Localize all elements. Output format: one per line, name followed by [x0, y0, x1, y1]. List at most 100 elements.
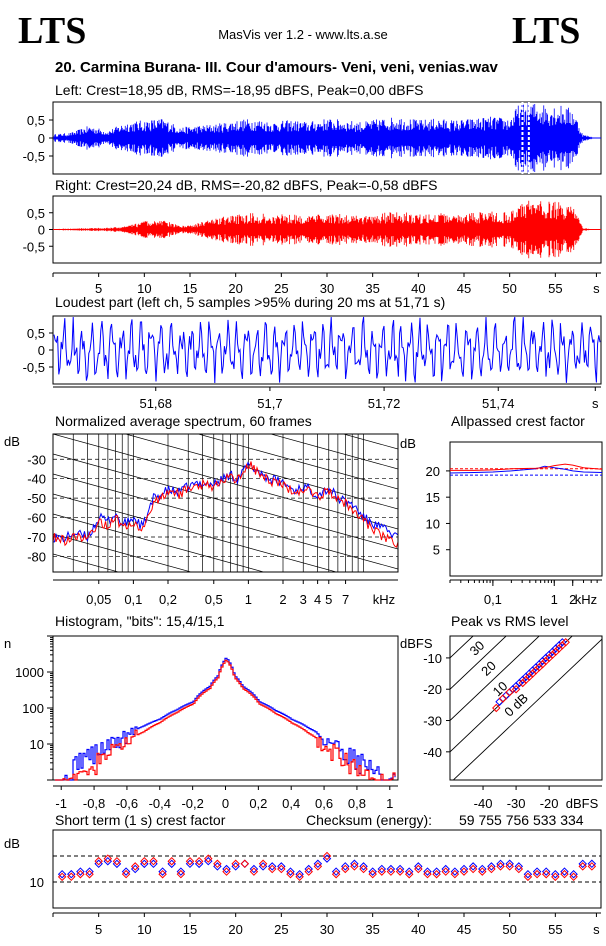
crest-point-right: [277, 864, 286, 874]
x-tick-label: 40: [411, 922, 425, 937]
crest-point-left: [322, 854, 332, 863]
y-axis-unit: dBFS: [400, 636, 433, 651]
x-tick-label: 1: [245, 592, 252, 607]
crest-point-right: [468, 864, 478, 874]
x-tick-label: 20: [228, 281, 242, 294]
crest-point-right: [222, 867, 231, 876]
y-tick-label: 0: [38, 223, 45, 238]
crest-point-right: [541, 869, 551, 879]
spectrum-title: Normalized average spectrum, 60 frames: [55, 413, 312, 429]
crest-point-left: [57, 869, 67, 879]
crest-point-left: [121, 867, 131, 876]
y-tick-label: 10: [30, 737, 44, 752]
y-tick-label: -40: [27, 472, 46, 487]
y-axis-unit: n: [4, 636, 11, 651]
right-waveform-chart: 0,5 0-0,5 5 10 15 20 25 30 35 40 45 50 55 s: [23, 195, 602, 294]
crest-point-right: [514, 864, 524, 874]
x-tick-label: 25: [274, 922, 288, 937]
logo-left: LTS: [18, 10, 87, 52]
crest-point-right: [194, 856, 204, 866]
crest-point-left: [258, 862, 268, 871]
crest-point-left: [523, 869, 533, 879]
crest-point-right: [204, 854, 213, 863]
slope-line: [53, 473, 398, 570]
crest-point-left: [450, 867, 460, 876]
crest-point-right: [341, 864, 350, 874]
x-tick-label: 20: [228, 922, 242, 937]
crest-point-left: [167, 859, 176, 869]
right-waveform-title: Right: Crest=20,24 dB, RMS=-20,82 dBFS, …: [55, 177, 438, 193]
x-axis-unit: kHz: [575, 592, 597, 607]
crest-point-left: [423, 867, 432, 876]
spectrum-plot: [53, 434, 398, 572]
peak-rms-title: Peak vs RMS level: [451, 613, 569, 629]
x-tick-label: 0,2: [249, 796, 267, 811]
crest-point-right: [231, 859, 240, 869]
crest-point-right: [459, 867, 469, 876]
crest-point-left: [313, 859, 323, 869]
crest-point-right: [121, 869, 131, 879]
crest-point-right: [67, 872, 76, 882]
x-tick-label: 4: [314, 592, 321, 607]
diagonal-label: 30: [467, 638, 488, 659]
y-tick-label: 0,5: [27, 206, 45, 221]
crest-point-left: [505, 859, 514, 869]
diagonal-line: [452, 638, 602, 780]
crest-point-right: [258, 859, 268, 869]
checksum-value: 59 755 756 533 334: [459, 812, 584, 828]
loudest-part-title: Loudest part (left ch, 5 samples >95% du…: [55, 294, 446, 310]
plot-frame: [52, 433, 399, 573]
crest-point-right: [487, 864, 496, 874]
x-tick-label: 0,2: [159, 592, 177, 607]
x-tick-label: 15: [183, 281, 197, 294]
x-tick-label: 0,1: [124, 592, 142, 607]
crest-point-right: [158, 869, 167, 879]
crest-point-right: [450, 869, 460, 879]
x-tick-label: -0,4: [149, 796, 171, 811]
crest-point-left: [359, 862, 368, 871]
y-tick-label: -10: [423, 651, 442, 666]
y-tick-label: -40: [423, 745, 442, 760]
crest-point-right: [57, 872, 67, 882]
crest-point-left: [103, 856, 113, 866]
crest-point-left: [112, 859, 122, 869]
crest-point-left: [94, 859, 103, 869]
x-tick-label: 55: [548, 922, 562, 937]
track-title: 20. Carmina Burana- III. Cour d'amours- …: [55, 59, 498, 76]
crest-point-right: [523, 872, 533, 882]
crest-point-right: [313, 862, 323, 871]
crest-point-right: [213, 859, 222, 869]
crest-point-right: [267, 864, 277, 874]
y-tick-label: -20: [423, 682, 442, 697]
crest-point-right: [140, 856, 149, 866]
y-tick-label: 10: [30, 875, 44, 890]
pvr-point-right: [498, 694, 508, 703]
x-tick-label: 51,7: [257, 396, 282, 411]
pvr-point-right: [492, 703, 501, 713]
x-tick-label: 2: [569, 592, 576, 607]
diagonal-line: [450, 636, 540, 722]
crest-point-right: [532, 869, 542, 879]
crest-point-right: [112, 856, 122, 866]
crest-point-right: [249, 867, 259, 876]
crest-point-left: [149, 859, 158, 869]
x-tick-label: -0,6: [116, 796, 138, 811]
crest-point-right: [478, 867, 487, 876]
x-tick-label: 10: [137, 922, 151, 937]
crest-point-left: [130, 864, 140, 874]
pvr-point-right: [561, 637, 570, 647]
crest-point-right: [331, 869, 341, 879]
diagonal-label: 20: [478, 658, 499, 679]
crest-point-left: [267, 862, 277, 871]
slope-line: [53, 553, 120, 572]
x-tick-label: -0,8: [83, 796, 105, 811]
crest-point-right: [350, 862, 359, 871]
x-tick-label: 1: [386, 796, 393, 811]
crest-series-right: [450, 463, 603, 471]
y-tick-label: 5: [433, 543, 440, 558]
x-tick-label: s: [593, 281, 600, 294]
crest-point-left: [414, 862, 423, 871]
crest-point-right: [368, 869, 377, 879]
y-tick-label: -0,5: [23, 360, 45, 375]
